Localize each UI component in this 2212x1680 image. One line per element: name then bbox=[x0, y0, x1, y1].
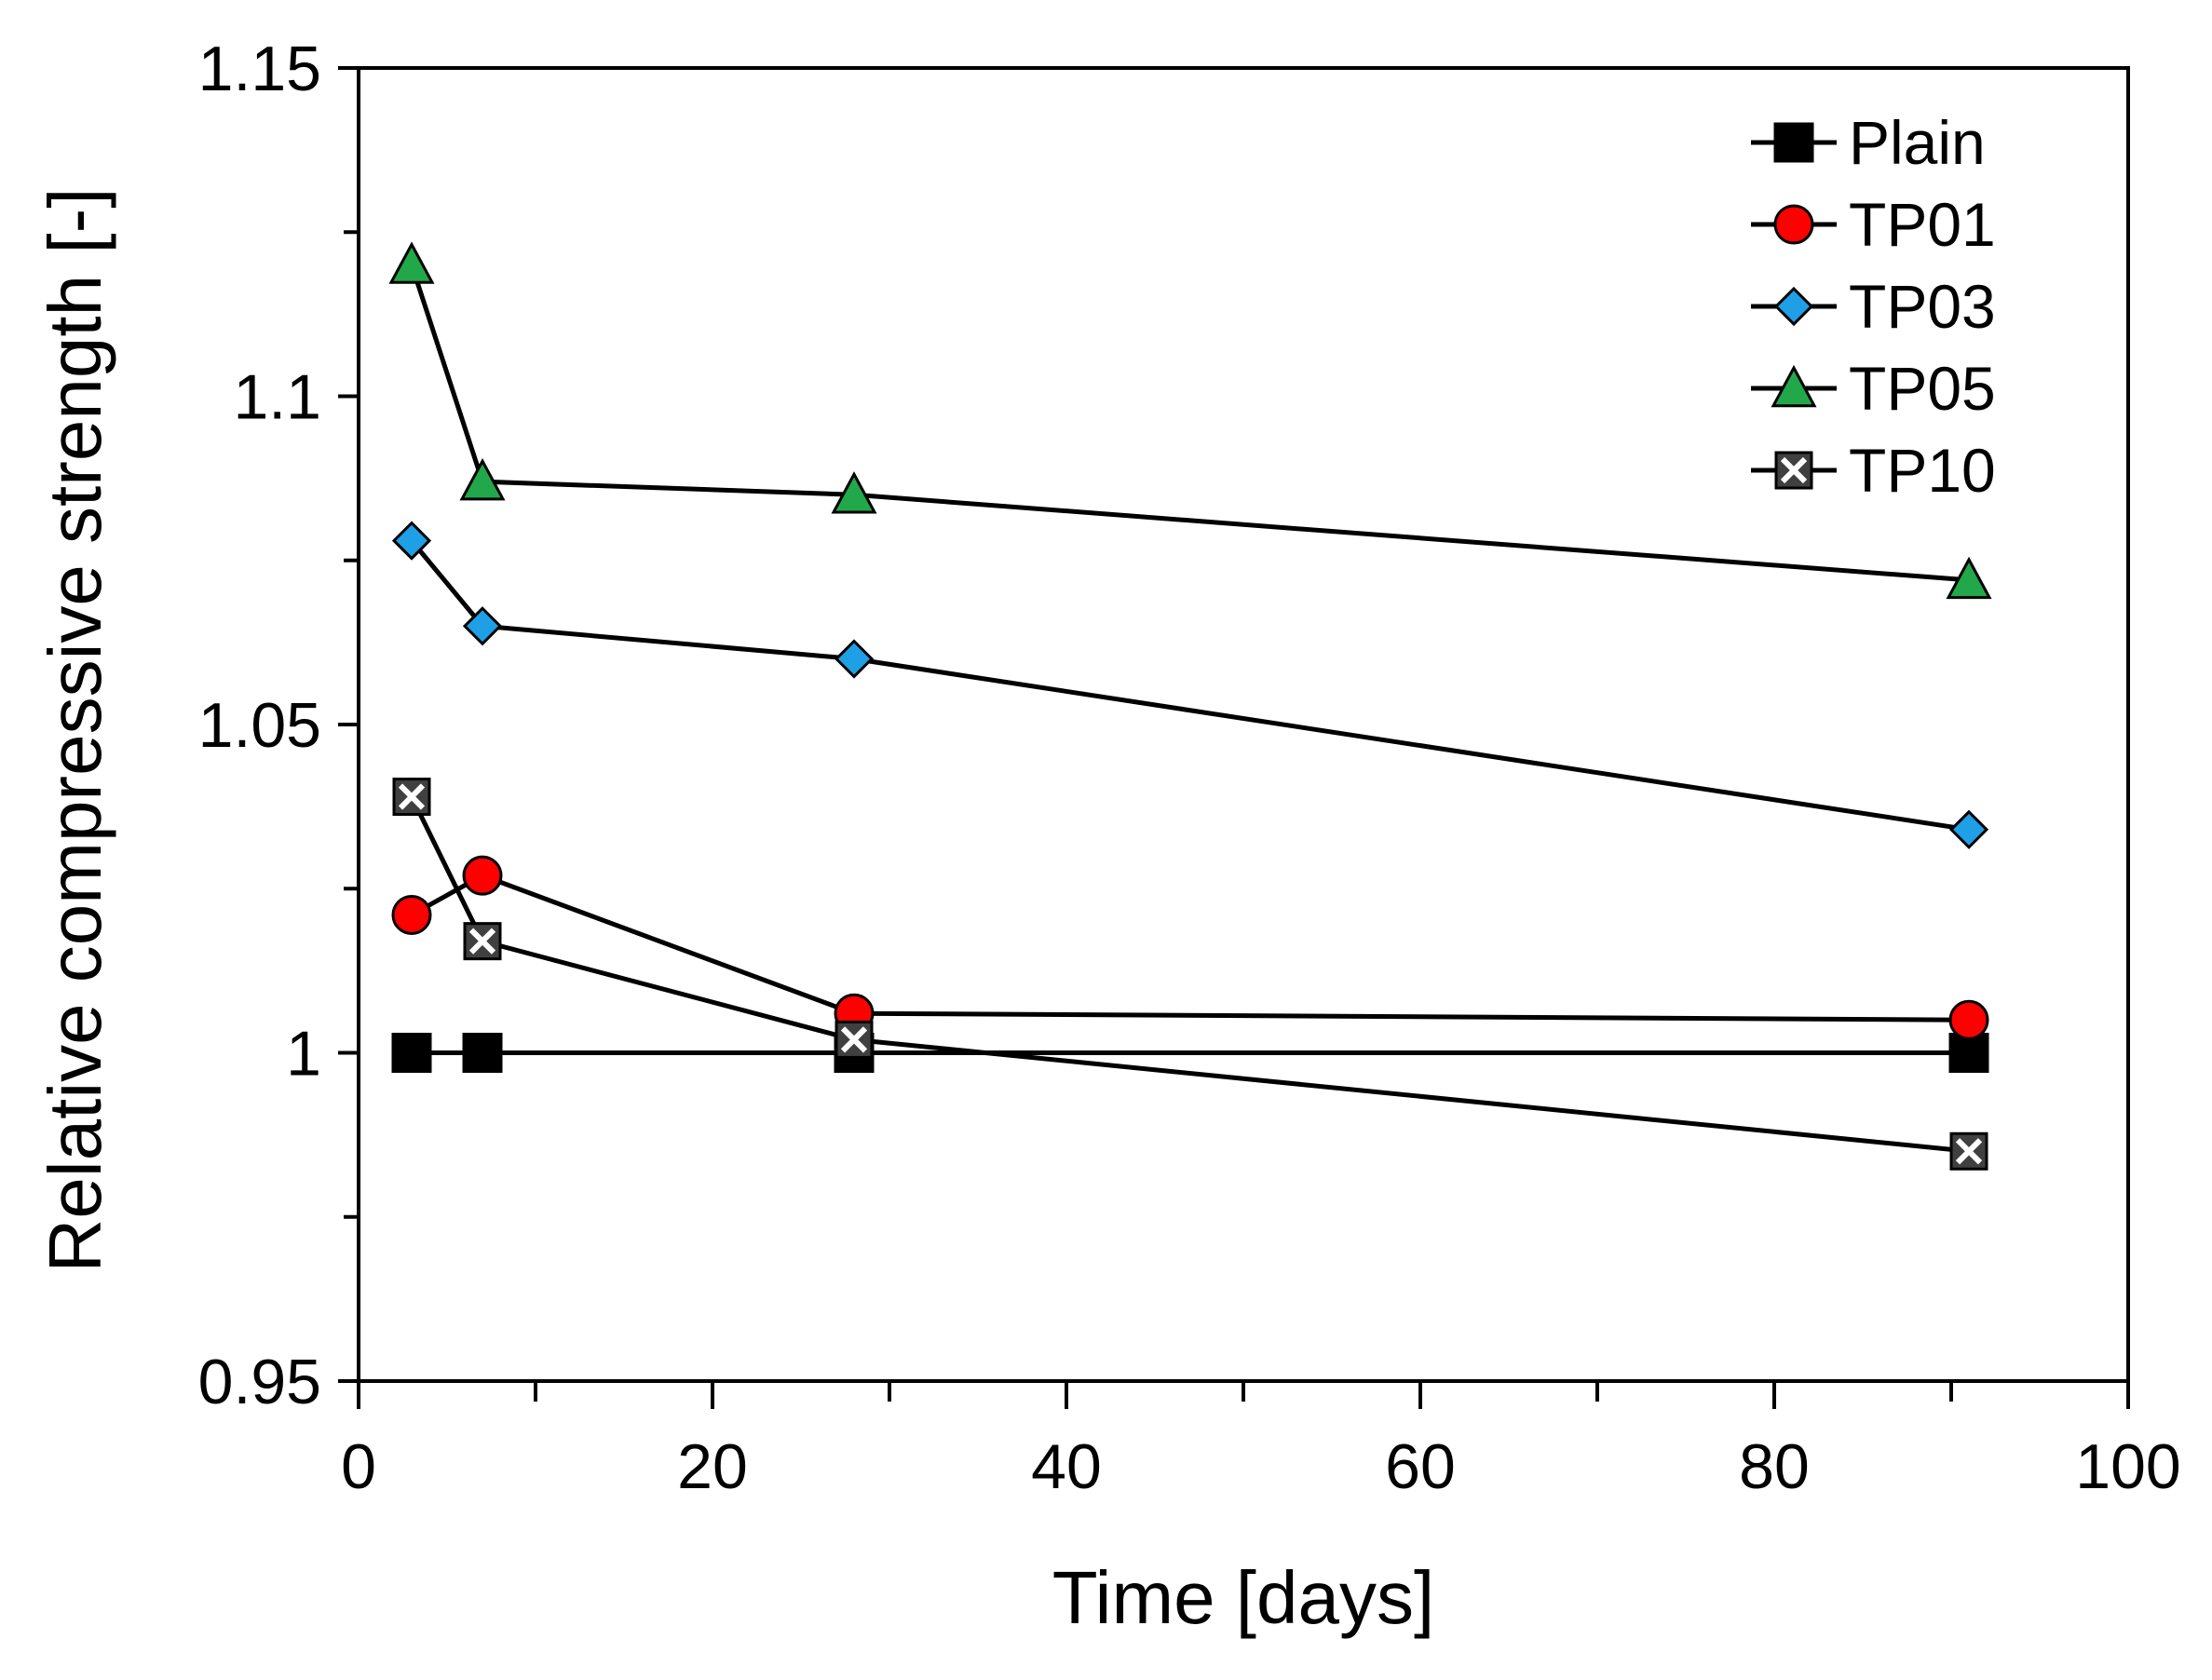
series-line-tp03 bbox=[410, 539, 1970, 833]
legend-marker-plain bbox=[1773, 122, 1814, 163]
legend-marker-tp03 bbox=[1773, 286, 1814, 327]
data-point-tp10 bbox=[463, 922, 502, 961]
legend-item-tp05: TP05 bbox=[1751, 354, 1996, 423]
series-line-tp01 bbox=[410, 873, 1970, 1023]
data-point-tp05 bbox=[459, 457, 506, 501]
axes-layer: 0 20 40 60 80 100 0.95 1 1.05 1.1 1.15 bbox=[198, 34, 2181, 1502]
data-point-tp10 bbox=[1949, 1131, 1988, 1171]
data-point-tp01 bbox=[1948, 999, 1989, 1040]
data-point-plain bbox=[1948, 1033, 1989, 1073]
series-layer bbox=[388, 241, 1992, 1171]
legend-marker-tp05 bbox=[1771, 364, 1817, 408]
series-tp10 bbox=[392, 778, 1988, 1171]
legend-item-tp03: TP03 bbox=[1751, 272, 1996, 341]
legend-label: Plain bbox=[1849, 108, 1986, 177]
legend-item-tp01: TP01 bbox=[1751, 190, 1996, 259]
series-tp03 bbox=[391, 521, 1989, 849]
legend: Plain TP01 TP03 TP05 TP10 bbox=[1751, 108, 1996, 505]
data-point-tp05 bbox=[831, 471, 877, 514]
data-point-tp03 bbox=[834, 639, 875, 679]
legend-label: TP03 bbox=[1849, 272, 1996, 341]
x-tick-label: 40 bbox=[1031, 1431, 1102, 1502]
data-point-plain bbox=[391, 1033, 432, 1073]
y-tick-label: 1.05 bbox=[198, 690, 321, 761]
data-point-tp05 bbox=[1946, 556, 1992, 600]
x-tick-label: 60 bbox=[1385, 1431, 1456, 1502]
data-point-tp03 bbox=[462, 606, 503, 646]
legend-item-tp10: TP10 bbox=[1751, 436, 1996, 505]
data-point-tp03 bbox=[391, 521, 432, 561]
data-point-tp10 bbox=[835, 1020, 874, 1059]
data-point-tp03 bbox=[1948, 809, 1989, 849]
data-point-tp10 bbox=[392, 778, 431, 817]
data-point-tp01 bbox=[462, 855, 503, 896]
y-tick-label: 1.1 bbox=[233, 362, 321, 433]
legend-label: TP05 bbox=[1849, 354, 1996, 423]
series-line-tp10 bbox=[409, 795, 1970, 1154]
legend-marker-tp10 bbox=[1774, 451, 1813, 490]
data-point-tp01 bbox=[391, 894, 432, 935]
y-tick-label: 1 bbox=[286, 1019, 321, 1090]
series-tp05 bbox=[388, 241, 1992, 600]
y-tick-label: 0.95 bbox=[198, 1347, 321, 1417]
data-point-plain bbox=[462, 1033, 503, 1073]
x-tick-label: 0 bbox=[341, 1431, 376, 1502]
y-tick-label: 1.15 bbox=[198, 34, 321, 104]
legend-item-plain: Plain bbox=[1751, 108, 1986, 177]
x-tick-label: 80 bbox=[1739, 1431, 1810, 1502]
x-tick-label: 100 bbox=[2075, 1431, 2180, 1502]
x-axis-title: Time [days] bbox=[1052, 1556, 1434, 1639]
x-tick-label: 20 bbox=[677, 1431, 748, 1502]
legend-marker-tp01 bbox=[1773, 204, 1814, 245]
legend-label: TP10 bbox=[1849, 436, 1996, 505]
legend-label: TP01 bbox=[1849, 190, 1996, 259]
y-axis-title: Relative compressive strength [-] bbox=[34, 188, 116, 1273]
series-line-tp05 bbox=[409, 264, 1970, 583]
data-point-tp05 bbox=[388, 241, 435, 284]
